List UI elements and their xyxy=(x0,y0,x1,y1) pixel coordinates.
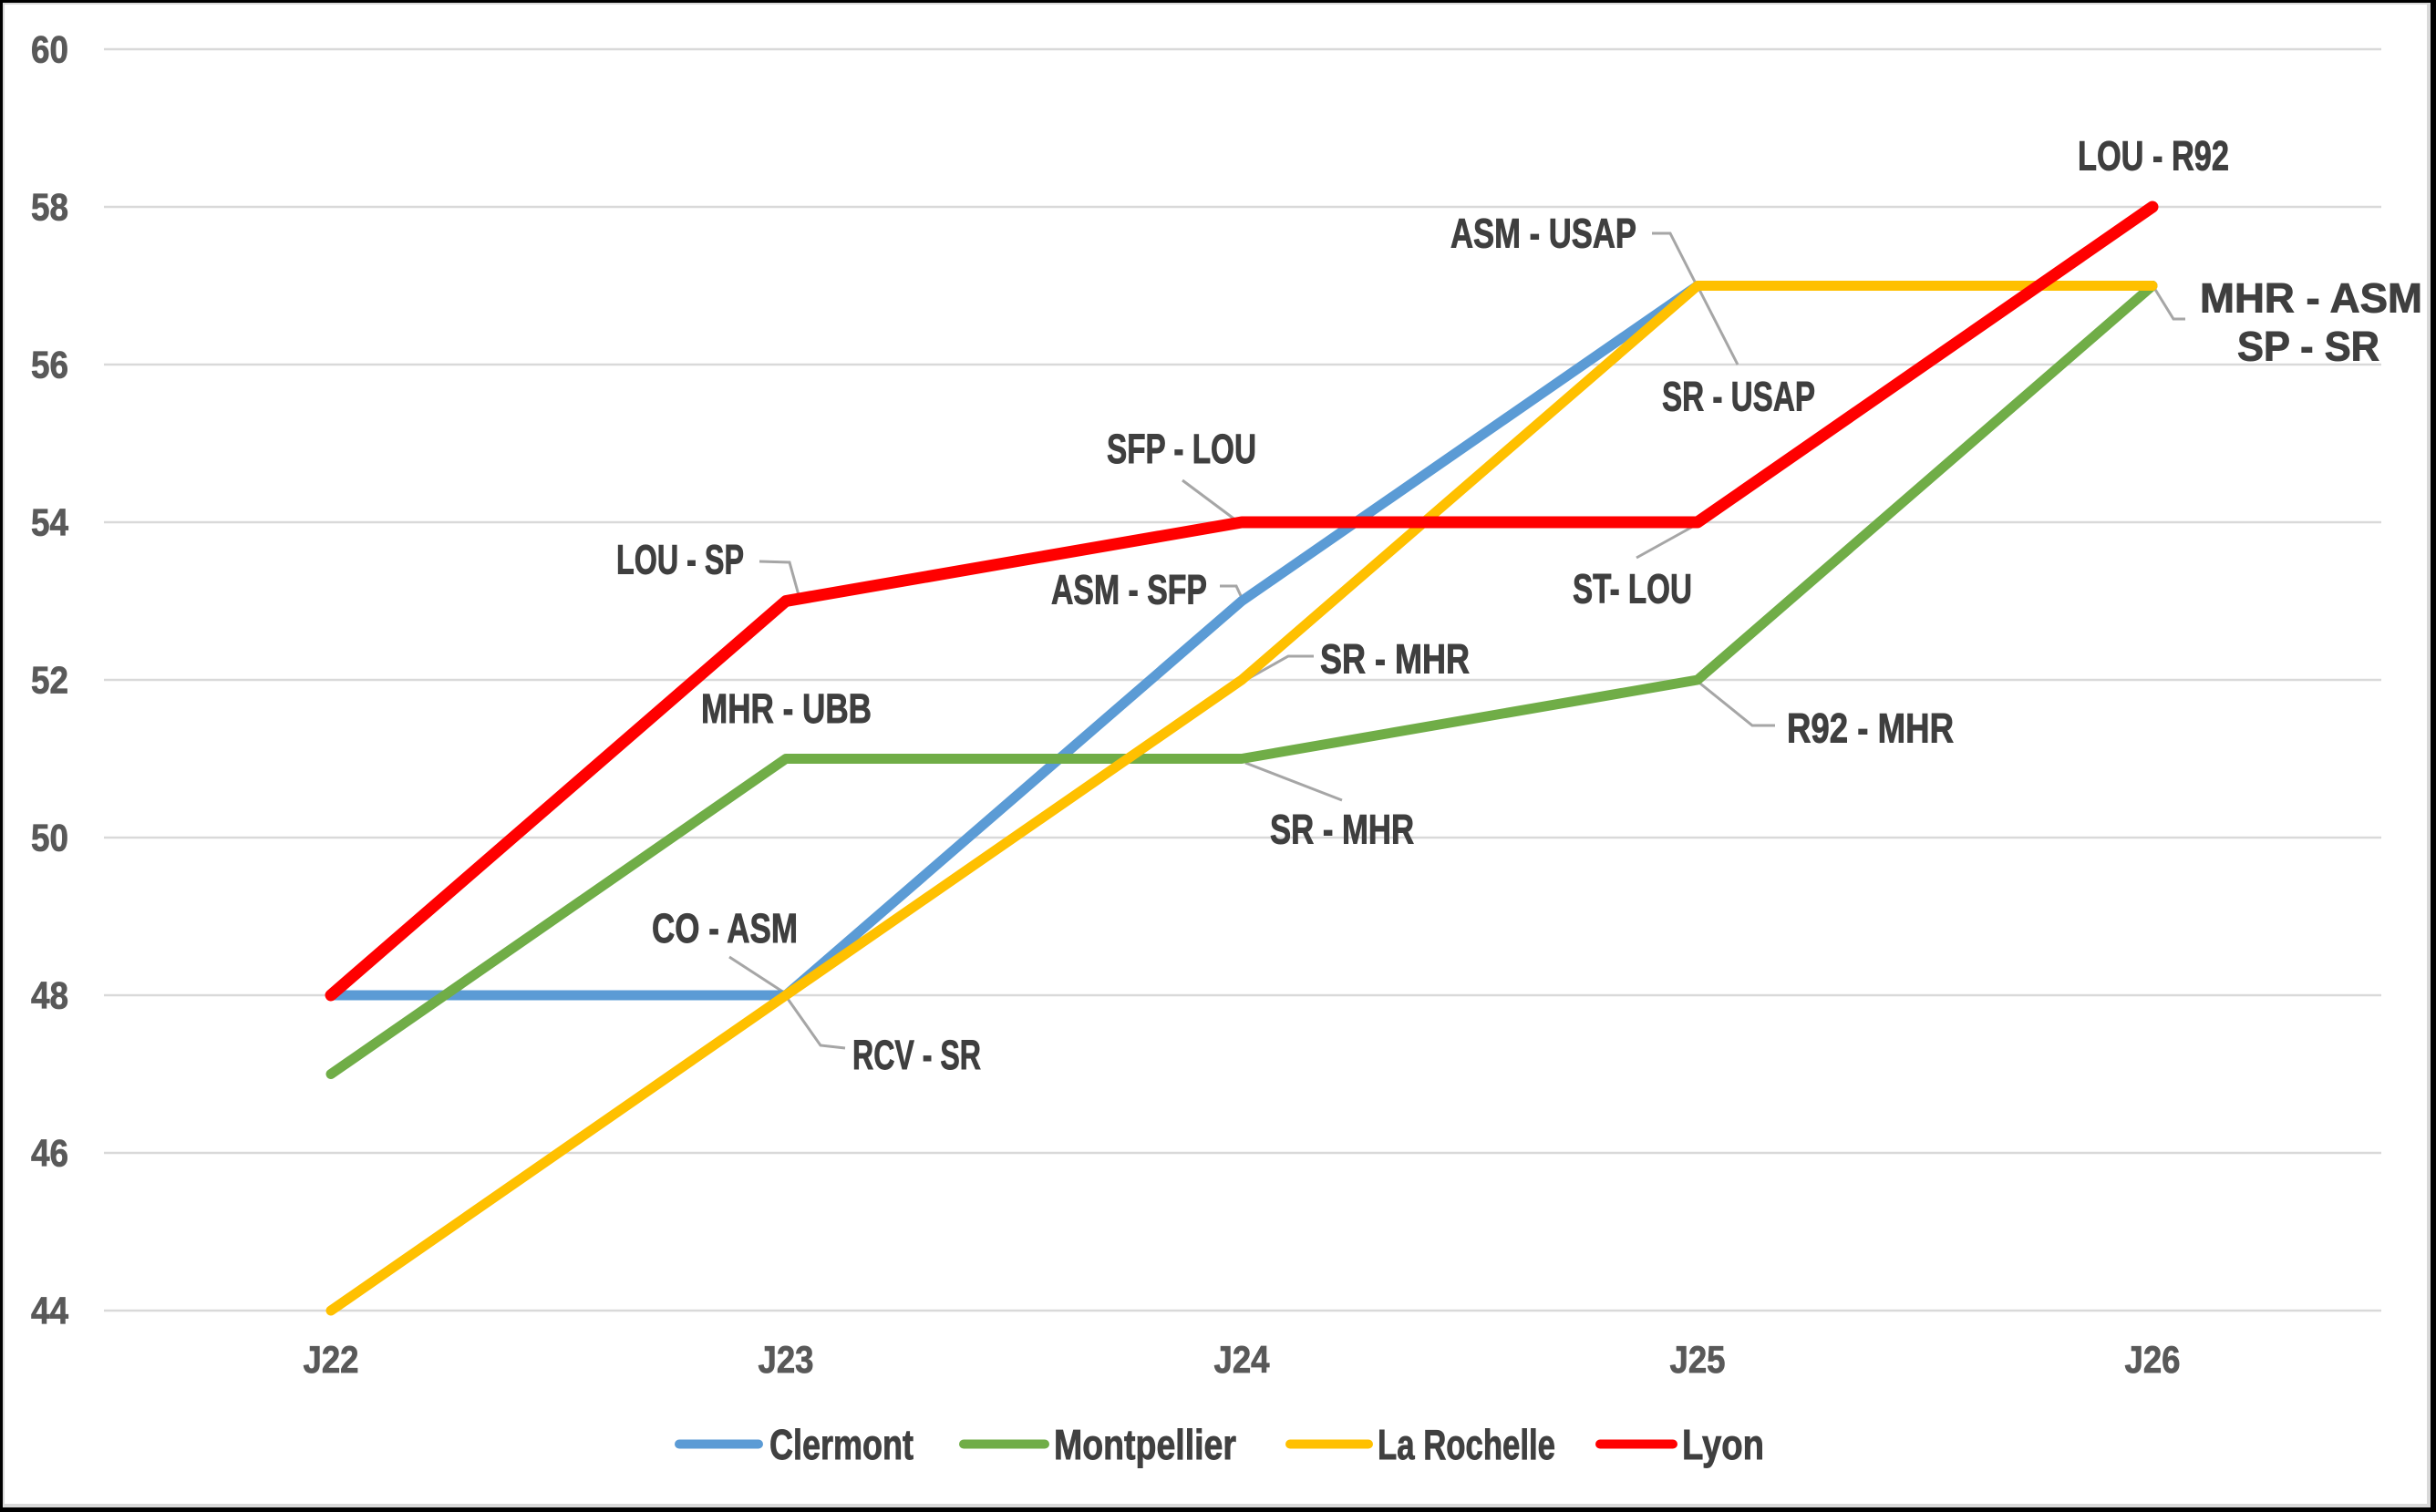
svg-text:LOU - SP: LOU - SP xyxy=(616,537,744,583)
svg-text:50: 50 xyxy=(31,817,68,859)
svg-text:56: 56 xyxy=(31,344,68,386)
svg-text:58: 58 xyxy=(31,186,68,229)
svg-text:SR - MHR: SR - MHR xyxy=(1320,636,1470,683)
svg-text:48: 48 xyxy=(31,974,68,1017)
svg-text:44: 44 xyxy=(31,1290,69,1332)
svg-text:ASM - SFP: ASM - SFP xyxy=(1051,567,1207,613)
svg-text:MHR - UBB: MHR - UBB xyxy=(701,685,872,732)
svg-text:Montpellier: Montpellier xyxy=(1054,1421,1236,1468)
svg-text:54: 54 xyxy=(31,501,69,544)
svg-text:Clermont: Clermont xyxy=(769,1421,914,1468)
svg-text:SFP - LOU: SFP - LOU xyxy=(1107,426,1256,472)
svg-text:Lyon: Lyon xyxy=(1682,1421,1764,1468)
svg-text:60: 60 xyxy=(31,28,68,71)
svg-text:J25: J25 xyxy=(1670,1338,1726,1381)
svg-text:52: 52 xyxy=(31,659,68,702)
svg-text:SR - USAP: SR - USAP xyxy=(1662,374,1815,420)
svg-text:MHR - ASM: MHR - ASM xyxy=(2200,275,2422,322)
svg-text:SP - SR: SP - SR xyxy=(2237,324,2379,370)
svg-text:LOU - R92: LOU - R92 xyxy=(2078,133,2229,180)
svg-text:La Rochelle: La Rochelle xyxy=(1378,1421,1555,1468)
svg-text:SR - MHR: SR - MHR xyxy=(1270,807,1414,853)
svg-text:J23: J23 xyxy=(759,1338,814,1381)
svg-text:J22: J22 xyxy=(304,1338,359,1381)
svg-text:46: 46 xyxy=(31,1132,68,1175)
svg-text:J26: J26 xyxy=(2125,1338,2181,1381)
svg-text:R92 - MHR: R92 - MHR xyxy=(1787,705,1954,752)
svg-text:ASM - USAP: ASM - USAP xyxy=(1450,211,1636,257)
svg-text:RCV - SR: RCV - SR xyxy=(852,1032,981,1078)
svg-text:J24: J24 xyxy=(1214,1338,1271,1381)
svg-text:ST- LOU: ST- LOU xyxy=(1573,566,1692,612)
svg-text:CO - ASM: CO - ASM xyxy=(652,905,798,951)
